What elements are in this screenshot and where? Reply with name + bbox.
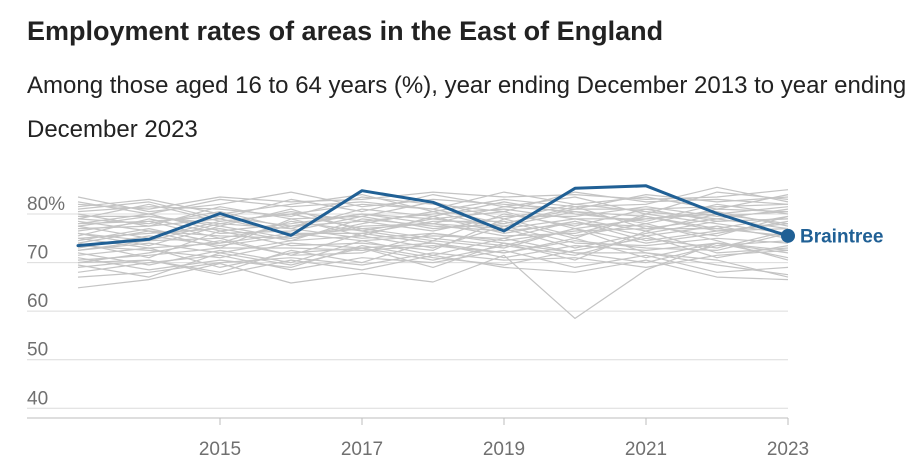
series-line-area-10 [77,206,789,237]
series-line-area-26 [77,249,789,278]
x-tick-label: 2021 [625,439,667,460]
chart-title: Employment rates of areas in the East of… [27,16,664,46]
y-tick-label: 80% [27,194,65,215]
x-tick-label: 2019 [483,439,525,460]
chart-subtitle: Among those aged 16 to 64 years (%), yea… [27,72,907,143]
series-line-area-18 [77,220,789,249]
series-line-area-29 [77,232,789,261]
background-series [77,186,789,319]
series-line-area-05 [77,208,789,244]
series-line-area-03 [77,230,789,271]
series-line-area-40 [77,203,789,225]
series-line-area-15 [77,191,789,217]
highlight-series-label: Braintree [800,226,883,247]
highlight-line-braintree [76,184,790,248]
highlight-endpoint-marker [781,228,795,243]
series-line-area-16 [77,206,789,239]
axes: 40 50 60 70 80% 2015 2017 2019 2021 2023 [27,194,809,460]
series-line-area-17 [77,249,789,273]
series-line-area-39 [77,254,789,281]
x-tick-label: 2015 [199,439,241,460]
series-line-area-28 [77,223,789,242]
highlight-series: Braintree [76,184,883,248]
series-line-area-32 [77,235,789,261]
y-tick-label: 50 [27,340,48,361]
x-tick-label: 2017 [341,439,383,460]
y-tick-label: 70 [27,243,48,264]
series-line-area-20 [77,191,789,213]
series-line-area-37 [77,189,789,210]
series-line-area-34 [77,242,789,278]
y-tick-label: 60 [27,291,48,312]
y-tick-label: 40 [27,388,48,409]
x-tick-label: 2023 [767,439,809,460]
series-line-area-38 [77,232,789,259]
series-line-area-35 [77,220,789,249]
series-line-area-36 [77,206,789,230]
